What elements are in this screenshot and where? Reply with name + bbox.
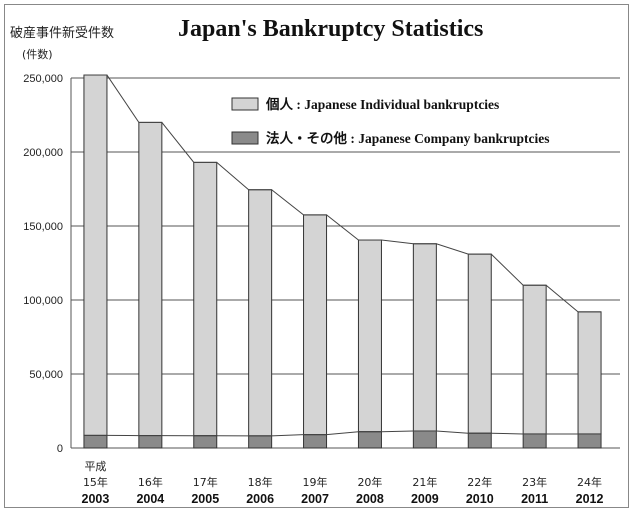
chart-title-japanese: 破産事件新受件数 — [10, 26, 115, 41]
bar-individual — [138, 121, 163, 437]
x-tick-label: 2004 — [136, 492, 164, 506]
bar-individual — [83, 74, 108, 436]
y-tick-label: 0 — [57, 443, 63, 455]
bar-individual — [193, 161, 218, 437]
bar-company — [193, 435, 218, 449]
bar-individual — [467, 253, 492, 434]
bar-individual — [248, 189, 273, 437]
bar-company — [357, 431, 382, 449]
y-tick-label: 50,000 — [29, 369, 63, 381]
x-tick-label-jp: 21年 — [412, 475, 437, 489]
bar-individual — [577, 311, 602, 435]
bar-company — [467, 432, 492, 449]
bar-company — [303, 434, 328, 449]
x-tick-label: 2003 — [82, 492, 110, 506]
x-tick-label: 2010 — [466, 492, 494, 506]
bar-company — [138, 435, 163, 449]
x-tick-label: 2007 — [301, 492, 329, 506]
bar-company — [577, 433, 602, 449]
x-tick-label: 2009 — [411, 492, 439, 506]
legend-label-company: 法人・その他 : Japanese Company bankruptcies — [266, 130, 550, 146]
era-label: 平成 — [84, 460, 106, 473]
total-trend-line — [83, 74, 602, 313]
x-tick-label: 2011 — [521, 492, 548, 506]
bar-company — [412, 430, 437, 449]
legend-swatch-individual — [231, 97, 259, 111]
x-tick-label-jp: 23年 — [522, 475, 547, 489]
bar-individual — [357, 239, 382, 433]
bar-individual — [303, 214, 328, 436]
x-tick-label-jp: 20年 — [357, 475, 382, 489]
y-axis-unit-label: (件数) — [22, 48, 53, 61]
y-tick-label: 100,000 — [23, 295, 63, 307]
legend-label-individual: 個人 : Japanese Individual bankruptcies — [265, 96, 499, 112]
bar-company — [522, 433, 547, 449]
x-tick-label-jp: 16年 — [138, 475, 163, 489]
x-tick-label-jp: 24年 — [577, 475, 602, 489]
x-tick-label-jp: 18年 — [248, 475, 273, 489]
bar-company — [248, 435, 273, 449]
x-tick-label: 2006 — [246, 492, 274, 506]
x-tick-label-jp: 15年 — [83, 475, 108, 489]
x-tick-label: 2005 — [191, 492, 219, 506]
y-tick-label: 250,000 — [23, 73, 63, 85]
bar-individual — [522, 284, 547, 435]
bar-individual — [412, 243, 437, 432]
x-tick-label-jp: 19年 — [303, 475, 328, 489]
x-tick-label-jp: 22年 — [467, 475, 492, 489]
x-tick-label: 2012 — [576, 492, 604, 506]
x-tick-label: 2008 — [356, 492, 384, 506]
company-trend-line — [83, 430, 602, 437]
x-tick-label-jp: 17年 — [193, 475, 218, 489]
y-tick-label: 200,000 — [23, 147, 63, 159]
chart-title: Japan's Bankruptcy Statistics — [178, 16, 484, 42]
y-tick-label: 150,000 — [23, 221, 63, 233]
bar-company — [83, 434, 108, 449]
legend-swatch-company — [231, 131, 259, 145]
chart-frame — [4, 4, 629, 508]
